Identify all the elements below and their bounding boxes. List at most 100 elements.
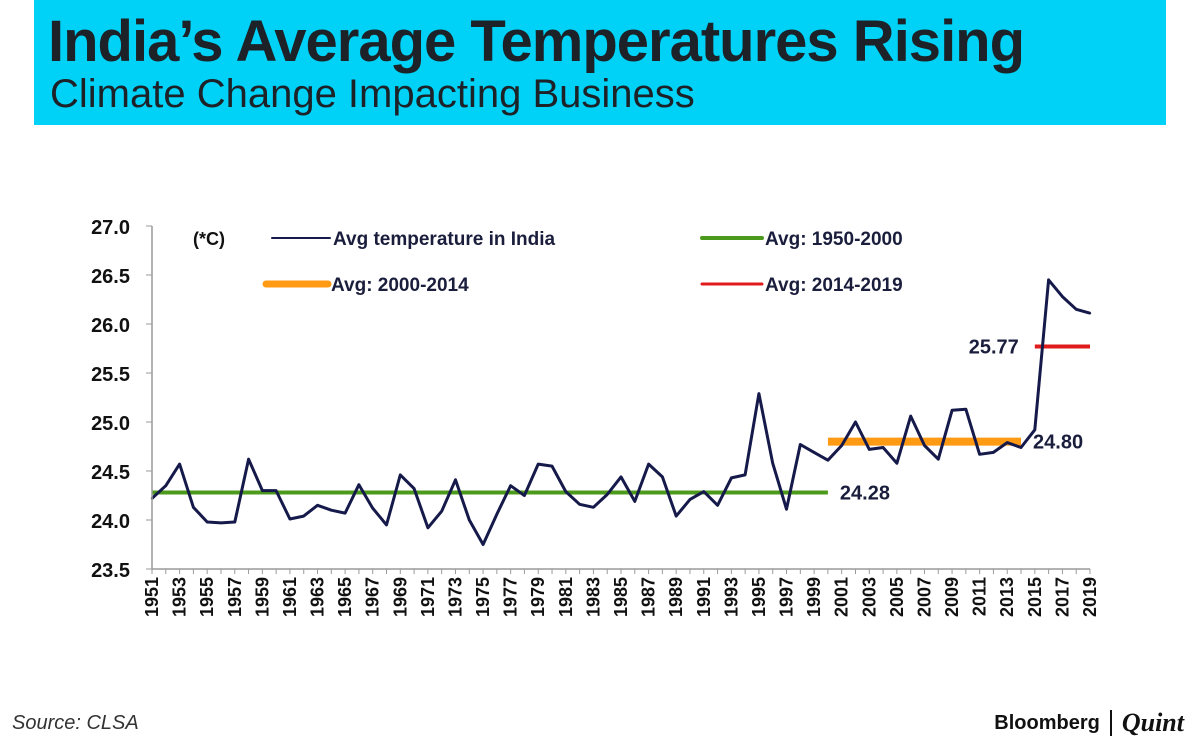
data-point — [771, 461, 774, 465]
brand-logo: Bloomberg Quint — [994, 708, 1184, 738]
x-tick-label: 2015 — [1025, 577, 1045, 617]
x-tick-label: 1971 — [418, 577, 438, 617]
x-tick-label: 1995 — [749, 577, 769, 617]
legend-avg-temperature-label: Avg temperature in India — [333, 229, 555, 250]
x-tick-label: 1965 — [335, 577, 355, 617]
y-tick-label: 24.0 — [91, 511, 130, 533]
y-tick-label: 25.0 — [91, 413, 130, 435]
x-tick-label: 2007 — [914, 577, 934, 617]
x-tick-label: 2005 — [887, 577, 907, 617]
data-point — [895, 461, 899, 465]
data-point — [371, 507, 374, 510]
data-point — [330, 509, 333, 512]
data-point — [647, 462, 650, 466]
data-point — [385, 523, 388, 527]
data-point — [233, 520, 236, 524]
legend-avg-2000-2014-label: Avg: 2000-2014 — [331, 275, 469, 296]
data-point — [992, 451, 995, 454]
data-point — [881, 446, 885, 449]
x-tick-label: 1961 — [280, 577, 300, 617]
data-point — [537, 462, 540, 466]
x-tick-label: 1955 — [197, 577, 217, 617]
data-point — [840, 444, 843, 447]
page-subtitle: Climate Change Impacting Business — [50, 72, 695, 116]
x-tick-label: 1963 — [308, 577, 328, 617]
y-tick-label: 24.5 — [91, 462, 130, 484]
x-tick-label: 1969 — [390, 577, 410, 617]
data-point — [550, 464, 554, 468]
data-point — [1061, 295, 1064, 298]
reference-lines: 24.28 24.80 25.77 — [152, 337, 1090, 505]
x-tick-label: 1967 — [363, 577, 383, 617]
x-tick-label: 1977 — [501, 577, 521, 617]
data-point — [412, 487, 416, 490]
x-tick-label: 2019 — [1080, 577, 1100, 617]
data-point — [578, 503, 581, 506]
data-point — [481, 543, 485, 546]
data-point — [606, 493, 609, 496]
ref-value-label: 24.28 — [840, 483, 890, 505]
x-tick-label: 1981 — [556, 577, 576, 617]
data-point — [164, 484, 167, 487]
y-tick-label: 27.0 — [91, 217, 130, 239]
x-tick-label: 1975 — [473, 577, 493, 617]
x-tick-label: 1951 — [142, 577, 162, 617]
data-point — [757, 392, 761, 395]
y-tick-label: 23.5 — [91, 560, 130, 582]
series-layer — [150, 278, 1092, 546]
data-point — [1047, 278, 1050, 282]
x-tick-label: 2001 — [832, 577, 852, 617]
data-point — [688, 498, 692, 501]
y-tick-label: 26.0 — [91, 315, 130, 337]
header-banner — [34, 0, 1166, 125]
data-point — [619, 475, 623, 479]
data-point — [247, 458, 250, 461]
data-point — [854, 420, 857, 424]
x-tick-label: 1983 — [583, 577, 603, 617]
data-point — [1075, 308, 1078, 311]
data-point — [950, 409, 954, 412]
x-tick-label: 1957 — [225, 577, 245, 617]
brand-bloomberg: Bloomberg — [994, 711, 1100, 734]
unit-label: (*C) — [193, 229, 225, 249]
data-point — [1033, 428, 1037, 432]
data-point — [730, 476, 733, 480]
x-tick-label: 2003 — [859, 577, 879, 617]
data-point — [826, 459, 830, 462]
data-point — [702, 490, 705, 493]
data-point — [302, 514, 305, 518]
data-point — [178, 462, 181, 466]
axes: 23.5 24.0 24.5 25.0 25.5 26.0 26.5 27.0 1951 1953… — [91, 217, 1100, 617]
x-tick-label: 1973 — [445, 577, 465, 617]
data-point — [909, 414, 912, 418]
data-point — [426, 526, 430, 530]
x-tick-label: 1989 — [666, 577, 686, 617]
brand-quint: Quint — [1121, 708, 1184, 737]
data-point — [205, 520, 209, 524]
x-tick-label: 2013 — [997, 577, 1017, 617]
legend: Avg temperature in India Avg: 1950-2000 Av… — [262, 229, 903, 296]
data-point — [812, 451, 816, 454]
data-point — [592, 506, 595, 509]
data-point — [219, 521, 223, 525]
x-tick-label: 2017 — [1052, 577, 1072, 617]
data-point — [288, 517, 292, 521]
y-tick-label: 25.5 — [91, 364, 130, 386]
data-point — [785, 508, 788, 511]
data-point — [978, 453, 981, 456]
series-line-avg-temperature — [150, 278, 1091, 546]
legend-avg-2014-2019-label: Avg: 2014-2019 — [765, 275, 903, 296]
data-point — [564, 490, 568, 493]
data-point — [495, 512, 499, 516]
data-point — [868, 448, 871, 451]
data-point — [716, 504, 719, 507]
ref-value-label: 25.77 — [969, 337, 1019, 359]
data-point — [923, 444, 926, 447]
data-point — [509, 484, 512, 487]
temperature-line-chart: 24.28 24.80 25.77 23.5 24.0 24.5 25.0 25.5 26.0… — [91, 217, 1100, 617]
data-point — [316, 504, 319, 507]
brand-divider — [1109, 710, 1112, 736]
data-point — [1006, 441, 1009, 444]
x-tick-label: 1959 — [252, 577, 272, 617]
data-point — [964, 408, 968, 411]
